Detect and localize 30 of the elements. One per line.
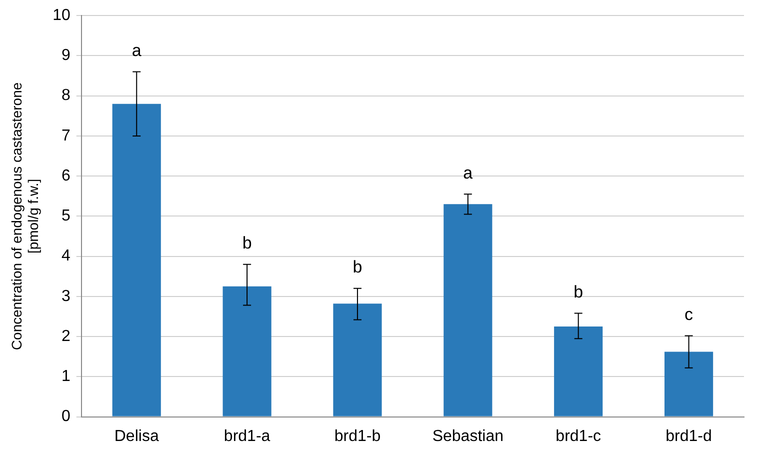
x-tick-label: Sebastian — [432, 428, 504, 445]
x-tick-label: brd1-d — [666, 428, 712, 445]
x-tick-label: brd1-a — [224, 428, 270, 445]
y-tick-label: 8 — [61, 87, 70, 104]
y-tick-label: 4 — [61, 248, 70, 265]
bar — [112, 104, 161, 416]
y-tick-label: 5 — [61, 208, 70, 225]
y-tick-label: 10 — [52, 7, 70, 24]
y-tick-label: 0 — [61, 408, 70, 426]
annotation: a — [463, 163, 474, 182]
annotation: b — [352, 258, 362, 277]
annotation: a — [132, 40, 142, 60]
x-tick-label: brd1-b — [334, 428, 381, 445]
x-tick-label: brd1-c — [556, 428, 602, 445]
y-tick-label: 1 — [61, 368, 70, 386]
bar — [444, 204, 492, 416]
y-axis-title: Concentration of endogenous castasterone [pmol/g f.w.] — [8, 82, 42, 350]
y-tick-label: 3 — [61, 288, 70, 305]
y-tick-label: 6 — [61, 167, 70, 184]
bar — [664, 352, 714, 416]
x-tick-label: Delisa — [114, 428, 159, 445]
annotation: b — [242, 234, 252, 253]
annotation: b — [574, 282, 584, 302]
y-tick-label: 9 — [61, 47, 70, 64]
y-tick-label: 7 — [61, 127, 70, 144]
bar — [333, 304, 382, 416]
annotation: c — [684, 304, 694, 324]
y-tick-label: 2 — [61, 328, 70, 345]
bar — [222, 286, 272, 416]
bar — [554, 326, 603, 416]
